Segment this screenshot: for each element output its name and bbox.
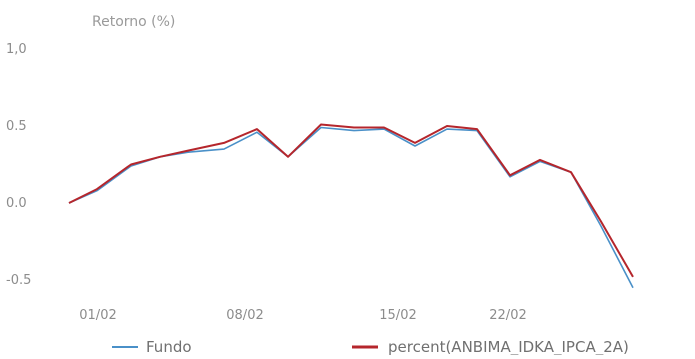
legend: Fundo percent(ANBIMA_IDKA_IPCA_2A) xyxy=(112,338,629,357)
legend-label: Fundo xyxy=(146,338,192,355)
x-tick-label: 15/02 xyxy=(379,308,416,323)
x-tick-label: 01/02 xyxy=(79,308,116,323)
series-line-benchmark xyxy=(68,123,634,278)
x-tick-label: 08/02 xyxy=(226,308,263,323)
y-tick-label: 1,0 xyxy=(6,42,27,57)
x-tick-label: 22/02 xyxy=(489,308,526,323)
series-lines xyxy=(68,123,634,289)
legend-label: percent(ANBIMA_IDKA_IPCA_2A) xyxy=(388,338,629,355)
y-axis-title: Retorno (%) xyxy=(92,14,175,30)
y-tick-label: 0.5 xyxy=(6,119,27,134)
series-line-fundo xyxy=(68,126,634,289)
x-ticks: 01/02 08/02 15/02 22/02 xyxy=(79,308,526,323)
y-tick-label: 0.0 xyxy=(6,196,27,211)
y-tick-label: -0.5 xyxy=(6,273,31,288)
y-ticks: 1,0 0.5 0.0 -0.5 xyxy=(6,42,31,288)
